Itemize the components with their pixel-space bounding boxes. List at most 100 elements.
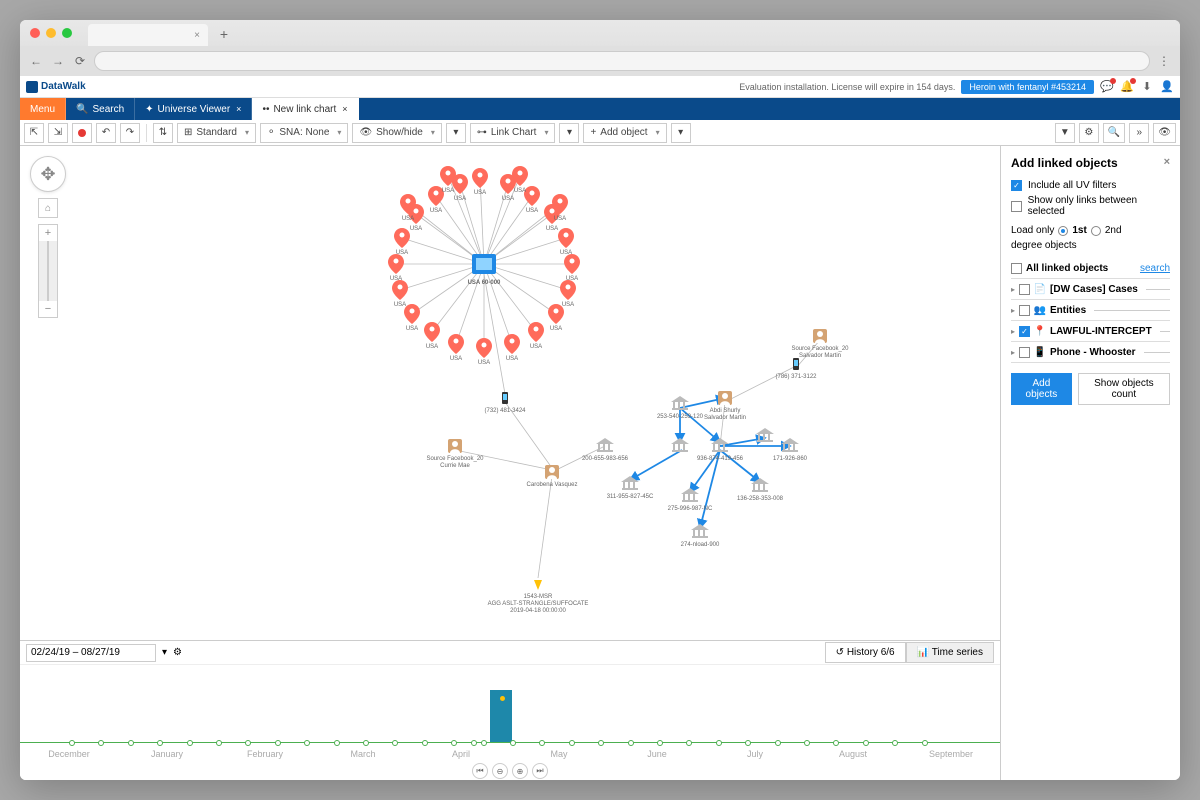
link-button[interactable]: 👁 — [1153, 123, 1176, 143]
tc-next-all[interactable]: ⏭ — [532, 763, 548, 779]
svg-text:USA: USA — [562, 302, 574, 308]
svg-text:USA: USA — [402, 216, 414, 222]
svg-text:USA: USA — [478, 360, 490, 366]
dd-icon[interactable]: ▾ — [162, 647, 167, 658]
radio-1st[interactable] — [1058, 226, 1068, 236]
svg-text:USA: USA — [502, 196, 514, 202]
checkbox-icon[interactable] — [1019, 305, 1030, 316]
user-icon[interactable]: 👤 — [1160, 80, 1174, 94]
svg-text:USA: USA — [554, 216, 566, 222]
svg-text:171-926-860: 171-926-860 — [773, 456, 808, 462]
browser-window: × + ← → ⟳ ⋮ DataWalk Evaluation installa… — [20, 20, 1180, 780]
timeseries-tab[interactable]: 📊 Time series — [906, 642, 994, 663]
date-range-input[interactable] — [26, 644, 156, 662]
pin-icon: 📍 — [1034, 325, 1046, 337]
uv-filters-row[interactable]: ✓Include all UV filters — [1011, 180, 1170, 191]
search-tab[interactable]: 🔍Search — [66, 98, 135, 120]
load-only-row: Load only 1st 2nd degree objects — [1011, 225, 1170, 251]
svg-text:Source Facebook_20: Source Facebook_20 — [791, 346, 849, 352]
caret-icon[interactable]: ▸ — [1011, 348, 1015, 357]
close-panel-icon[interactable]: × — [1164, 156, 1170, 170]
sna-dropdown[interactable]: ⚬SNA: None — [260, 123, 348, 143]
svg-text:USA: USA — [530, 344, 542, 350]
import-button[interactable]: ⇲ — [48, 123, 68, 143]
universe-viewer-tab[interactable]: ✦Universe Viewer× — [135, 98, 252, 120]
svg-text:USA: USA — [410, 226, 422, 232]
toolbar-right: ▼ ⚙ 🔍 » 👁 — [1055, 123, 1176, 143]
record-button[interactable] — [72, 123, 92, 143]
layout-button[interactable]: ⇅ — [153, 123, 173, 143]
close-tab-icon[interactable]: × — [194, 30, 200, 41]
gear-icon[interactable]: ⚙ — [173, 647, 182, 658]
caret-icon[interactable]: ▸ — [1011, 285, 1015, 294]
case-chip[interactable]: Heroin with fentanyl #453214 — [961, 80, 1094, 94]
links-between-row[interactable]: Show only links between selected — [1011, 195, 1170, 217]
download-icon[interactable]: ⬇ — [1140, 80, 1154, 94]
cases-row[interactable]: ▸ 📄 [DW Cases] Cases — [1011, 279, 1170, 300]
timeline-chart[interactable]: DecemberJanuaryFebruaryMarchAprilMayJune… — [20, 665, 1000, 761]
caret-icon[interactable]: ▸ — [1011, 306, 1015, 315]
redo-button[interactable]: ↷ — [120, 123, 140, 143]
checkbox-icon[interactable]: ✓ — [1019, 326, 1030, 337]
svg-text:AGG ASLT-STRANGLE/SUFFOCATE: AGG ASLT-STRANGLE/SUFFOCATE — [488, 601, 589, 607]
timeline-tabs: ↺ History 6/6 📊 Time series — [825, 642, 994, 663]
show-count-button[interactable]: Show objects count — [1078, 373, 1170, 405]
header-right: Evaluation installation. License will ex… — [739, 80, 1174, 94]
forward-button[interactable]: → — [50, 53, 66, 69]
sna-icon: ⚬ — [267, 127, 275, 138]
phone-row[interactable]: ▸ 📱 Phone - Whooster — [1011, 342, 1170, 363]
close-window[interactable] — [30, 28, 40, 38]
add-extra[interactable]: ▾ — [671, 123, 691, 143]
chart-type-dropdown[interactable]: ⊶Link Chart — [470, 123, 556, 143]
entities-row[interactable]: ▸ 👥 Entities — [1011, 300, 1170, 321]
checkbox-icon[interactable] — [1011, 263, 1022, 274]
filter-button[interactable]: ▼ — [1055, 123, 1075, 143]
add-objects-button[interactable]: Add objects — [1011, 373, 1072, 405]
caret-icon[interactable]: ▸ — [1011, 327, 1015, 336]
url-input[interactable] — [94, 51, 1150, 71]
showhide-extra[interactable]: ▾ — [446, 123, 466, 143]
layout-dropdown[interactable]: ⊞Standard — [177, 123, 256, 143]
link-chart-tab[interactable]: ••New link chart× — [252, 98, 358, 120]
browser-tab[interactable]: × — [88, 24, 208, 46]
add-object-dropdown[interactable]: +Add object — [583, 123, 666, 143]
tc-prev[interactable]: ⊖ — [492, 763, 508, 779]
new-tab-button[interactable]: + — [214, 26, 234, 46]
search-icon: 🔍 — [76, 104, 88, 115]
svg-text:Salvador Martin: Salvador Martin — [799, 353, 841, 359]
undo-button[interactable]: ↶ — [96, 123, 116, 143]
expand-button[interactable]: » — [1129, 123, 1149, 143]
checkbox-icon[interactable] — [1019, 284, 1030, 295]
chart-extra[interactable]: ▾ — [559, 123, 579, 143]
separator — [146, 124, 147, 142]
timeline-months: DecemberJanuaryFebruaryMarchAprilMayJune… — [20, 749, 1000, 759]
search-link[interactable]: search — [1140, 263, 1170, 274]
checkbox-icon[interactable]: ✓ — [1011, 180, 1022, 191]
logo[interactable]: DataWalk — [26, 81, 86, 93]
close-icon[interactable]: × — [236, 104, 241, 114]
browser-chrome: × + ← → ⟳ ⋮ — [20, 20, 1180, 76]
tc-next[interactable]: ⊕ — [512, 763, 528, 779]
chat-icon[interactable]: 💬 — [1100, 80, 1114, 94]
search-button[interactable]: 🔍 — [1103, 123, 1125, 143]
all-linked-row[interactable]: All linked objects search — [1011, 259, 1170, 279]
minimize-window[interactable] — [46, 28, 56, 38]
network-graph[interactable]: USAUSAUSAUSAUSAUSAUSAUSAUSAUSAUSAUSAUSAU… — [20, 146, 1000, 646]
close-icon[interactable]: × — [342, 104, 347, 114]
maximize-window[interactable] — [62, 28, 72, 38]
radio-2nd[interactable] — [1091, 226, 1101, 236]
back-button[interactable]: ← — [28, 53, 44, 69]
export-button[interactable]: ⇱ — [24, 123, 44, 143]
lawful-row[interactable]: ▸ ✓ 📍 LAWFUL-INTERCEPT — [1011, 321, 1170, 342]
checkbox-icon[interactable] — [1019, 347, 1030, 358]
browser-menu-icon[interactable]: ⋮ — [1156, 53, 1172, 69]
history-tab[interactable]: ↺ History 6/6 — [825, 642, 906, 663]
menu-tab[interactable]: Menu — [20, 98, 66, 120]
showhide-dropdown[interactable]: 👁Show/hide — [352, 123, 441, 143]
checkbox-icon[interactable] — [1011, 201, 1022, 212]
reload-button[interactable]: ⟳ — [72, 53, 88, 69]
tc-prev-all[interactable]: ⏮ — [472, 763, 488, 779]
bell-icon[interactable]: 🔔 — [1120, 80, 1134, 94]
svg-text:136-258-353-008: 136-258-353-008 — [737, 496, 784, 502]
settings-button[interactable]: ⚙ — [1079, 123, 1099, 143]
